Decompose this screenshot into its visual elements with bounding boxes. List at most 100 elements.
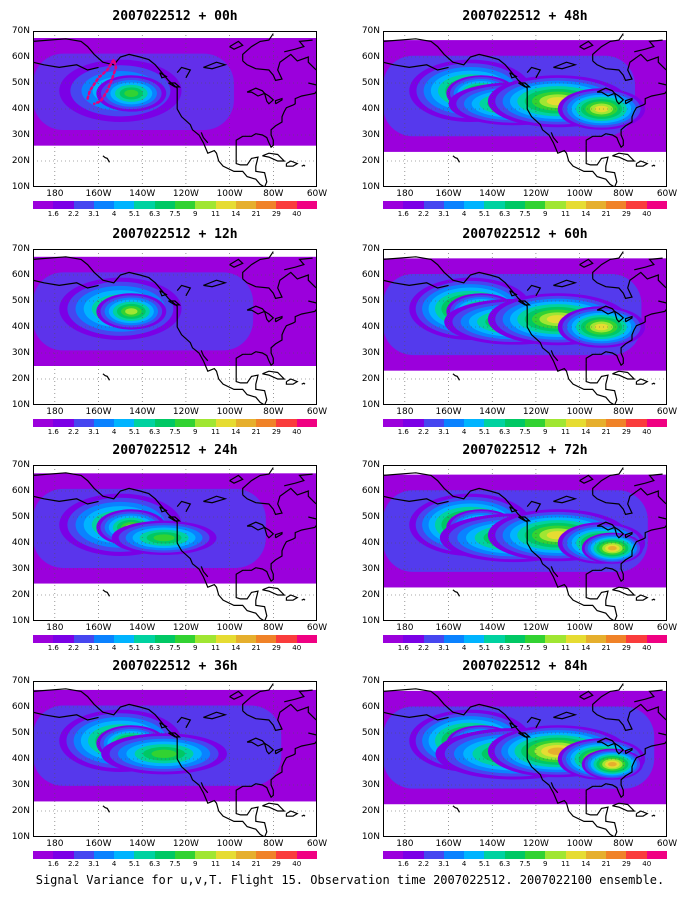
variance-map [33,681,317,837]
lat-tick-label: 40N [11,322,30,332]
lon-tick-label: 100W [566,839,593,849]
lon-tick-label: 120W [172,839,199,849]
colorbar-label: 7.5 [519,428,531,436]
colorbar-label: 11 [211,860,221,868]
colorbar-swatch [646,635,667,643]
colorbar-swatch [606,201,627,209]
coastline [102,589,111,597]
coastline [553,61,578,70]
lon-tick-label: 140W [129,839,156,849]
colorbar-label: 29 [621,860,631,868]
lat-tick-label: 40N [11,538,30,548]
colorbar-swatch [443,851,465,859]
coastline [553,279,578,288]
coastline [33,279,99,289]
lat-tick-label: 70N [361,460,380,470]
colorbar-swatch [195,851,216,859]
colorbar-label: 2.2 [417,644,430,652]
coastline [614,92,625,105]
coastline [242,271,317,304]
colorbar-swatch [443,635,465,643]
lat-tick-label: 60N [361,52,380,62]
colorbar-swatch [296,635,317,643]
colorbar-swatch [256,201,277,209]
coastline [235,363,268,405]
colorbar-label: 21 [601,210,611,218]
colorbar-label: 40 [642,428,652,436]
colorbar-swatch [33,635,54,643]
coastline [614,742,625,755]
colorbar-swatch [256,851,277,859]
colorbar-swatch [33,419,54,427]
coastline [242,33,274,61]
colorbar-label: 14 [231,860,241,868]
colorbar-swatch [464,419,485,427]
coastline [264,526,275,539]
coastline [585,90,667,149]
colorbar-swatch [484,201,505,209]
coastline [526,500,542,513]
colorbar-swatch [565,635,586,643]
coastline [592,33,624,61]
colorbar-label: 3.1 [438,644,450,652]
coastline [33,61,99,71]
coastline [585,579,618,621]
coastline [624,531,633,539]
coastline [235,90,317,149]
colorbar-label: 3.1 [88,644,100,652]
panel-title: 2007022512 + 72h [462,443,588,458]
coastline [579,690,594,700]
colorbar-label: 11 [561,210,571,218]
colorbar-label: 11 [561,644,571,652]
colorbar-swatch [545,635,566,643]
colorbar-swatch [53,419,74,427]
coastline [159,72,168,79]
colorbar-swatch [276,851,297,859]
lon-tick-label: 60W [656,623,678,633]
variance-map [33,465,317,621]
colorbar-label: 21 [251,644,261,652]
lon-tick-label: 180 [46,407,64,417]
lat-tick-label: 70N [11,676,30,686]
colorbar-swatch [73,201,94,209]
colorbar-swatch [423,419,444,427]
coastline [579,474,594,484]
coastline [585,308,667,367]
colorbar-swatch [256,635,277,643]
coastline [634,257,663,271]
coastline [33,495,99,505]
colorbar-label: 4 [461,210,467,218]
coastline [592,467,624,495]
coastline [102,805,111,813]
coastline [168,300,181,306]
coastline [624,315,633,323]
lon-tick-label: 100W [216,623,243,633]
coastline [614,310,625,323]
variance-map [383,681,667,837]
colorbar-label: 2.2 [417,210,430,218]
colorbar-label: 4 [111,428,117,436]
coastline [274,315,283,323]
variance-map [33,249,317,405]
lon-tick-label: 60W [306,407,328,417]
colorbar-label: 7.5 [169,644,181,652]
variance-map [383,465,667,621]
colorbar-swatch [626,635,647,643]
colorbar-swatch [484,635,505,643]
colorbar [383,635,667,643]
coastline [509,72,518,79]
coastline [383,472,615,621]
coastline [550,782,559,794]
colorbar-label: 9 [193,210,198,218]
panel-title: 2007022512 + 12h [112,227,238,242]
lat-tick-label: 60N [11,702,30,712]
colorbar-swatch [646,201,667,209]
variance-contour [125,308,138,315]
colorbar-swatch [524,201,546,209]
colorbar-swatch [403,201,424,209]
lat-tick-label: 20N [361,374,380,384]
colorbar-swatch [154,419,175,427]
coastline [526,284,542,297]
colorbar-swatch [403,851,424,859]
colorbar-swatch [114,419,135,427]
